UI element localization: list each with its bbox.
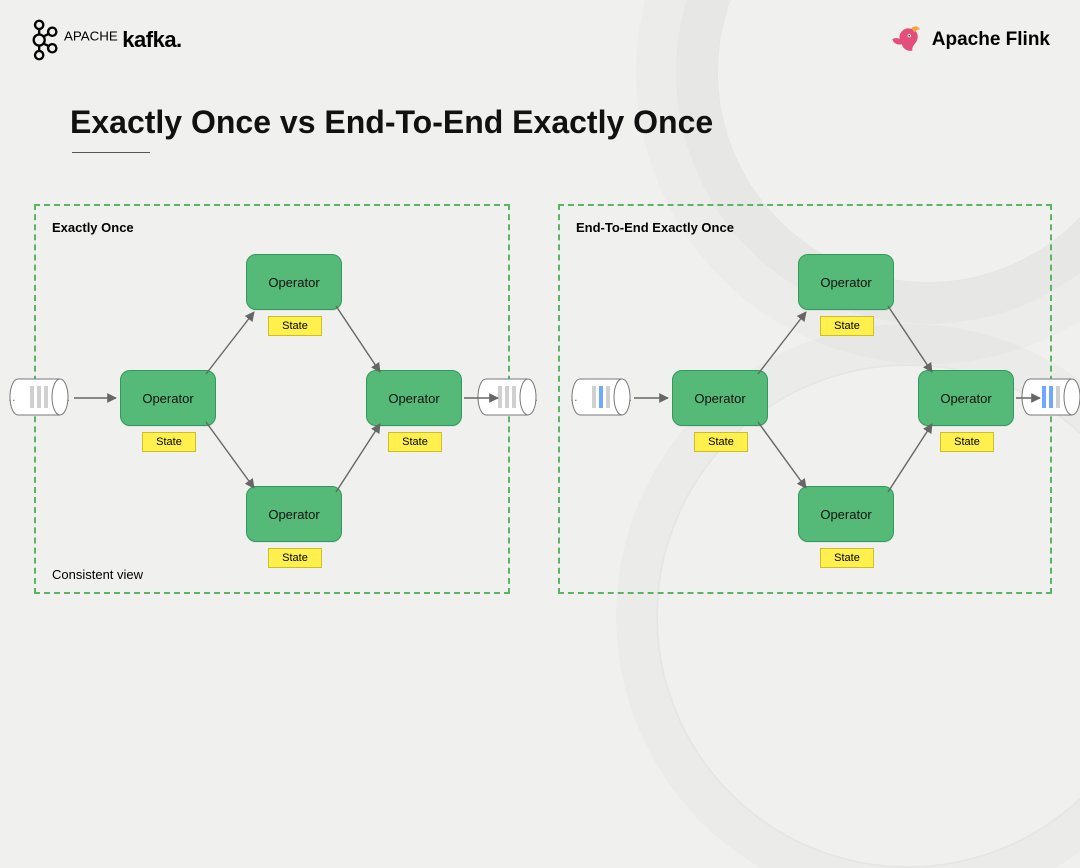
kafka-icon	[30, 18, 58, 62]
panel-end-to-end: End-To-End Exactly Once … … Operator Sta…	[558, 204, 1052, 594]
svg-text:…: …	[534, 390, 538, 404]
flink-label: Apache Flink	[932, 29, 1050, 51]
kafka-logo: APACHE kafka.	[30, 18, 182, 62]
title-underline	[72, 152, 150, 153]
arrows	[560, 206, 1050, 592]
flink-icon	[888, 23, 922, 57]
page-title: Exactly Once vs End-To-End Exactly Once	[70, 104, 713, 141]
header: APACHE kafka. Apache Flink	[0, 18, 1080, 62]
arrows	[36, 206, 508, 592]
panel-exactly-once: Exactly Once Consistent view … … Operato…	[34, 204, 510, 594]
flink-logo: Apache Flink	[888, 23, 1050, 57]
kafka-sup: APACHE	[64, 29, 118, 44]
svg-text:…: …	[8, 390, 16, 404]
kafka-label: kafka.	[122, 27, 181, 52]
